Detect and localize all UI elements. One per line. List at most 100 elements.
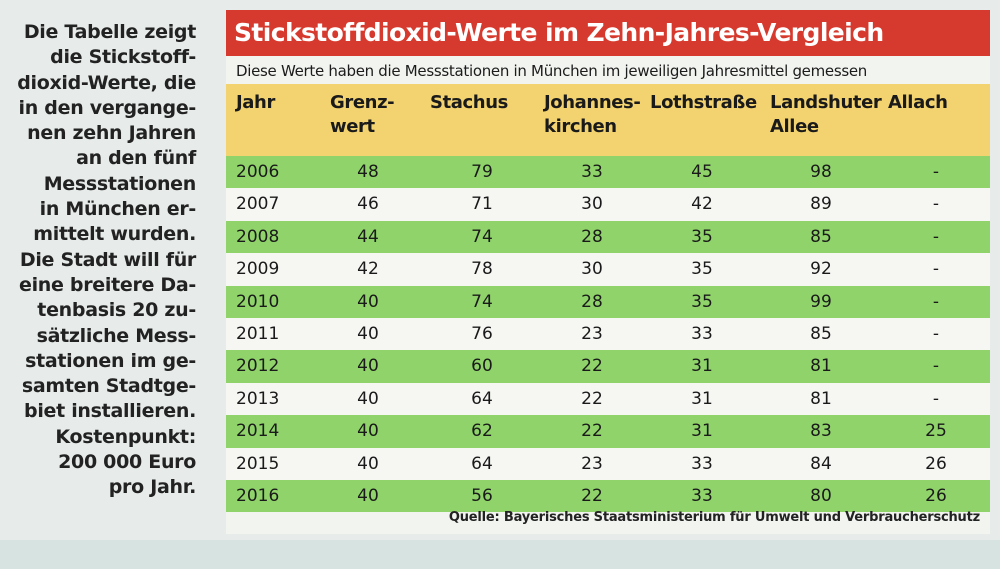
cell-stachus: 64 (471, 388, 493, 409)
cell-grenzwert: 40 (357, 356, 379, 377)
cell-year: 2011 (236, 324, 280, 344)
cell-allach: - (932, 324, 940, 344)
cell-year: 2007 (236, 194, 280, 215)
cell-grenzwert: 48 (357, 162, 379, 182)
table-header: Jahr Grenz- wert Stachus Johannes- kirch… (226, 84, 990, 156)
header-johanneskirchen: Johannes- kirchen (544, 92, 641, 137)
cell-lothstrasse: 31 (691, 356, 713, 377)
cell-year: 2008 (236, 226, 280, 247)
cell-landshuter-allee: 80 (810, 486, 832, 506)
cell-grenzwert: 40 (357, 388, 379, 409)
cell-landshuter-allee: 99 (810, 291, 832, 312)
cell-lothstrasse: 33 (691, 486, 713, 506)
table-row: 2014 40 62 22 31 83 25 (226, 415, 990, 448)
cell-grenzwert: 40 (357, 324, 379, 344)
cell-johanneskirchen: 22 (581, 356, 603, 377)
cell-johanneskirchen: 30 (581, 194, 603, 215)
cell-year: 2012 (236, 356, 280, 377)
cell-year: 2013 (236, 388, 280, 409)
cell-grenzwert: 40 (357, 291, 379, 312)
cell-landshuter-allee: 81 (810, 388, 832, 409)
page-bottom-band (0, 540, 1000, 569)
cell-stachus: 74 (471, 291, 493, 312)
cell-grenzwert: 44 (357, 226, 379, 247)
cell-landshuter-allee: 83 (810, 421, 832, 442)
cell-stachus: 60 (471, 356, 493, 377)
cell-allach: - (932, 388, 940, 409)
cell-grenzwert: 42 (357, 259, 379, 280)
cell-lothstrasse: 31 (691, 421, 713, 442)
cell-landshuter-allee: 98 (810, 162, 832, 182)
table-row: 2007 46 71 30 42 89 - (226, 188, 990, 221)
table-row: 2008 44 74 28 35 85 - (226, 220, 990, 254)
cell-stachus: 78 (471, 259, 493, 280)
table-row: 2012 40 60 22 31 81 - (226, 350, 990, 383)
table-row: 2016 40 56 22 33 80 26 (226, 480, 990, 513)
cell-landshuter-allee: 89 (810, 194, 832, 215)
cell-johanneskirchen: 23 (581, 453, 603, 474)
cell-allach: - (932, 291, 940, 312)
table-subtitle: Diese Werte haben die Messstationen in M… (236, 62, 868, 80)
cell-allach: - (932, 356, 940, 377)
cell-grenzwert: 46 (357, 194, 379, 215)
cell-johanneskirchen: 33 (581, 162, 603, 182)
cell-year: 2010 (236, 291, 280, 312)
cell-stachus: 79 (471, 162, 493, 182)
cell-johanneskirchen: 30 (581, 259, 603, 280)
cell-johanneskirchen: 22 (581, 388, 603, 409)
header-landshuter-allee: Landshuter Allee (770, 92, 882, 137)
cell-landshuter-allee: 85 (810, 324, 832, 344)
cell-landshuter-allee: 84 (810, 453, 832, 474)
cell-grenzwert: 40 (357, 486, 379, 506)
cell-grenzwert: 40 (357, 421, 379, 442)
cell-lothstrasse: 35 (691, 291, 713, 312)
table-title: Stickstoffdioxid-Werte im Zehn-Jahres-Ve… (226, 10, 990, 56)
table-row: 2011 40 76 23 33 85 - (226, 318, 990, 351)
cell-allach: 26 (925, 453, 947, 474)
header-allach: Allach (888, 92, 948, 113)
cell-johanneskirchen: 28 (581, 226, 603, 247)
table-row: 2006 48 79 33 45 98 - (226, 156, 990, 189)
table-row: 2009 42 78 30 35 92 - (226, 253, 990, 286)
intro-text: Die Tabelle zeigt die Stickstoff- dioxid… (17, 21, 196, 499)
cell-stachus: 64 (471, 453, 493, 474)
cell-landshuter-allee: 85 (810, 226, 832, 247)
cell-allach: - (932, 259, 940, 280)
cell-johanneskirchen: 23 (581, 324, 603, 344)
cell-allach: 25 (925, 421, 947, 442)
cell-stachus: 76 (471, 324, 493, 344)
cell-lothstrasse: 33 (691, 324, 713, 344)
table-panel: Stickstoffdioxid-Werte im Zehn-Jahres-Ve… (226, 10, 990, 534)
header-lothstrasse: Lothstraße (650, 92, 757, 113)
cell-year: 2006 (236, 162, 280, 182)
cell-allach: 26 (925, 486, 947, 506)
cell-stachus: 56 (471, 486, 493, 506)
cell-johanneskirchen: 22 (581, 486, 603, 506)
table-row: 2013 40 64 22 31 81 - (226, 382, 990, 416)
cell-year: 2016 (236, 486, 280, 506)
cell-year: 2014 (236, 421, 280, 442)
header-grenzwert: Grenz- wert (330, 92, 395, 137)
cell-lothstrasse: 35 (691, 259, 713, 280)
header-stachus: Stachus (430, 92, 508, 113)
cell-allach: - (932, 226, 940, 247)
cell-lothstrasse: 45 (691, 162, 713, 182)
cell-year: 2009 (236, 259, 280, 280)
table-row: 2010 40 74 28 35 99 - (226, 285, 990, 318)
cell-year: 2015 (236, 453, 280, 474)
table-row: 2015 40 64 23 33 84 26 (226, 447, 990, 480)
cell-johanneskirchen: 28 (581, 291, 603, 312)
cell-stachus: 74 (471, 226, 493, 247)
cell-allach: - (932, 194, 940, 215)
cell-johanneskirchen: 22 (581, 421, 603, 442)
header-jahr: Jahr (236, 92, 275, 113)
cell-lothstrasse: 42 (691, 194, 713, 215)
cell-lothstrasse: 33 (691, 453, 713, 474)
cell-allach: - (932, 162, 940, 182)
cell-stachus: 71 (471, 194, 493, 215)
cell-grenzwert: 40 (357, 453, 379, 474)
cell-lothstrasse: 35 (691, 226, 713, 247)
cell-landshuter-allee: 81 (810, 356, 832, 377)
cell-landshuter-allee: 92 (810, 259, 832, 280)
source-note: Quelle: Bayerisches Staatsministerium fü… (448, 510, 980, 525)
